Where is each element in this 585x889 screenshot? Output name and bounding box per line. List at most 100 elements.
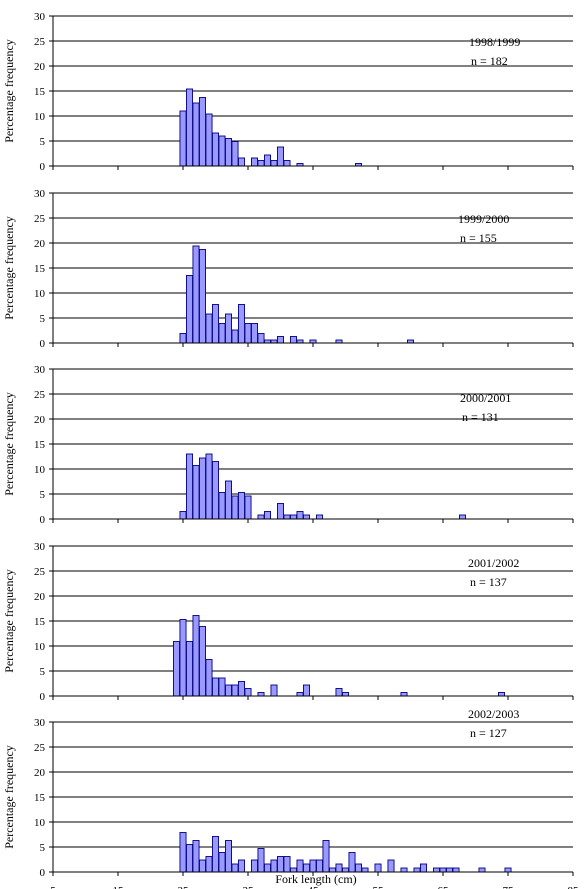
bar [433, 867, 441, 873]
bar [179, 511, 187, 520]
y-tick-label: 0 [40, 161, 46, 173]
y-tick-label: 25 [34, 742, 46, 754]
bar [290, 336, 298, 344]
bar [198, 457, 206, 520]
y-tick-label: 20 [34, 767, 46, 779]
y-axis-title: Percentage frequency [2, 569, 16, 673]
x-tick-label: 45 [308, 885, 320, 889]
bar [283, 856, 291, 873]
bar [264, 511, 272, 520]
y-tick-label: 30 [34, 188, 46, 200]
bar [257, 692, 265, 697]
sample-size-label: n = 155 [460, 231, 497, 245]
bar [198, 859, 206, 873]
bar [231, 495, 239, 520]
bar [211, 836, 219, 873]
bar [361, 867, 369, 873]
bar [218, 492, 226, 520]
y-tick-label: 15 [34, 792, 46, 804]
y-tick-label: 20 [34, 61, 46, 73]
bar [296, 511, 304, 520]
y-tick-label: 25 [34, 389, 46, 401]
sample-size-label: n = 127 [470, 726, 507, 740]
x-tick-label: 65 [438, 885, 450, 889]
bar [296, 692, 304, 697]
bar [244, 323, 252, 344]
y-tick-label: 10 [34, 288, 46, 300]
bar [290, 514, 298, 520]
bar [231, 329, 239, 344]
bar [413, 867, 421, 873]
bar [192, 840, 200, 873]
season-label: 2002/2003 [468, 707, 519, 721]
y-tick-label: 15 [34, 86, 46, 98]
y-tick-label: 15 [34, 439, 46, 451]
x-tick-label: 55 [373, 885, 385, 889]
y-tick-label: 0 [40, 867, 46, 879]
bar [283, 160, 291, 167]
x-tick-label: 5 [50, 885, 56, 889]
bar [218, 323, 226, 344]
x-axis-title: Fork length (cm) [275, 872, 356, 886]
y-tick-label: 25 [34, 213, 46, 225]
bar [224, 138, 232, 167]
y-axis-title: Percentage frequency [2, 216, 16, 320]
bar [198, 97, 206, 167]
bar [264, 154, 272, 167]
y-axis-title: Percentage frequency [2, 39, 16, 143]
bar [446, 867, 454, 873]
bar [205, 453, 213, 520]
y-tick-label: 30 [34, 11, 46, 23]
panel-2001-2002: 0 5 10 15 20 25 30 Percentage frequency 2001/200… [2, 541, 574, 703]
bar [374, 863, 382, 873]
bar [250, 157, 258, 167]
y-tick-label: 10 [34, 111, 46, 123]
y-tick-label: 5 [40, 666, 46, 678]
bar [192, 465, 200, 520]
bar [335, 863, 343, 873]
bar [270, 160, 278, 167]
y-tick-label: 25 [34, 36, 46, 48]
bar [342, 692, 350, 697]
bar [237, 859, 245, 873]
bar [179, 832, 187, 873]
y-tick-label: 20 [34, 414, 46, 426]
bar [205, 856, 213, 873]
bar [198, 626, 206, 697]
bar [257, 514, 265, 520]
bar [459, 514, 467, 520]
bar [231, 863, 239, 873]
bar [270, 684, 278, 697]
y-tick-label: 30 [34, 364, 46, 376]
season-label: 2000/2001 [460, 391, 511, 405]
y-tick-label: 15 [34, 616, 46, 628]
bar [218, 135, 226, 167]
bar [309, 859, 317, 873]
bar [478, 867, 486, 873]
y-tick-label: 30 [34, 541, 46, 553]
bar [303, 684, 311, 697]
bar [179, 333, 187, 344]
bar [231, 684, 239, 697]
y-tick-label: 20 [34, 591, 46, 603]
bar [237, 681, 245, 697]
bar [420, 863, 428, 873]
panel-1998-1999: 0 5 10 15 20 25 30 Percentage frequency 1998/199… [2, 11, 574, 173]
season-label: 2001/2002 [468, 556, 519, 570]
bar [277, 503, 285, 520]
x-tick-label: 35 [243, 885, 255, 889]
bar [211, 461, 219, 520]
x-axis: 5 15 25 35 45 55 65 75 85 [50, 885, 579, 889]
bar [218, 852, 226, 873]
y-tick-label: 10 [34, 464, 46, 476]
bar [224, 313, 232, 344]
bar [257, 160, 265, 167]
bar [296, 859, 304, 873]
bar [270, 859, 278, 873]
bar [224, 840, 232, 873]
x-tick-label: 85 [568, 885, 580, 889]
bar [237, 157, 245, 167]
y-tick-label: 30 [34, 717, 46, 729]
bar [211, 132, 219, 167]
